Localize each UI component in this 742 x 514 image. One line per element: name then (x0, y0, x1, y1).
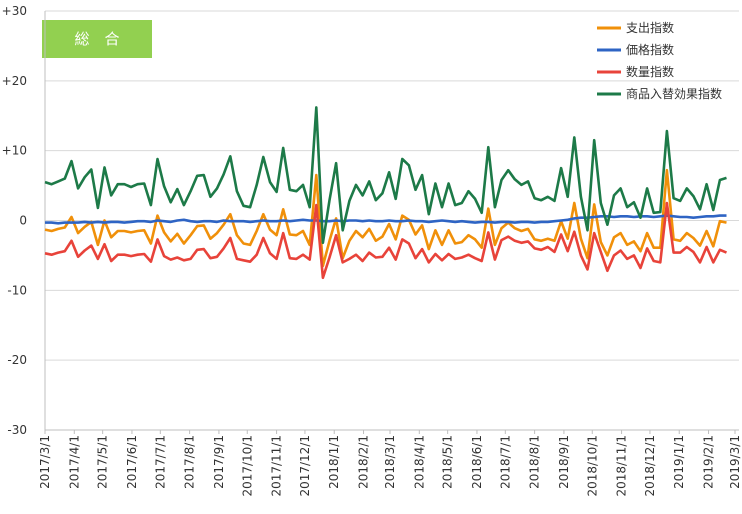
x-tick-label: 2018/7/1 (498, 435, 512, 489)
x-tick-label: 2019/3/1 (728, 435, 742, 489)
x-tick-label: 2018/8/1 (528, 435, 542, 489)
y-tick-label: 0 (19, 214, 27, 228)
x-tick-label: 2017/12/1 (298, 435, 312, 497)
legend-label: 支出指数 (626, 20, 674, 35)
x-tick-label: 2018/4/1 (412, 435, 426, 489)
x-tick-label: 2017/7/1 (153, 435, 167, 489)
x-tick-label: 2018/11/1 (615, 435, 629, 497)
x-tick-label: 2017/4/1 (67, 435, 81, 489)
y-tick-label: +30 (2, 4, 27, 18)
y-tick-label: -30 (7, 423, 27, 437)
x-tick-label: 2018/5/1 (441, 435, 455, 489)
x-tick-label: 2019/2/1 (702, 435, 716, 489)
x-tick-label: 2018/12/1 (643, 435, 657, 497)
x-tick-label: 2017/8/1 (183, 435, 197, 489)
series-line (45, 214, 727, 225)
x-tick-label: 2018/9/1 (557, 435, 571, 489)
y-tick-label: +20 (2, 74, 27, 88)
x-tick-label: 2018/10/1 (585, 435, 599, 497)
y-tick-label: -10 (7, 283, 27, 297)
legend-label: 商品入替効果指数 (626, 86, 722, 101)
x-tick-label: 2017/6/1 (125, 435, 139, 489)
x-tick-label: 2017/10/1 (240, 435, 254, 497)
y-tick-label: -20 (7, 353, 27, 367)
badge: 総 合 (74, 30, 119, 48)
x-tick-label: 2019/1/1 (672, 435, 686, 489)
x-tick-label: 2017/11/1 (270, 435, 284, 497)
series-line (44, 106, 727, 245)
x-tick-label: 2018/2/1 (357, 435, 371, 489)
x-tick-label: 2017/9/1 (212, 435, 226, 489)
x-tick-label: 2018/6/1 (470, 435, 484, 489)
y-tick-label: +10 (2, 144, 27, 158)
legend-label: 価格指数 (626, 42, 674, 57)
x-tick-label: 2017/5/1 (96, 435, 110, 489)
x-tick-label: 2018/1/1 (327, 435, 341, 489)
series-line (44, 201, 728, 280)
series-line (44, 168, 727, 268)
legend-label: 数量指数 (626, 64, 674, 79)
badge-box (42, 20, 152, 58)
x-tick-label: 2017/3/1 (38, 435, 52, 489)
x-tick-label: 2018/3/1 (383, 435, 397, 489)
